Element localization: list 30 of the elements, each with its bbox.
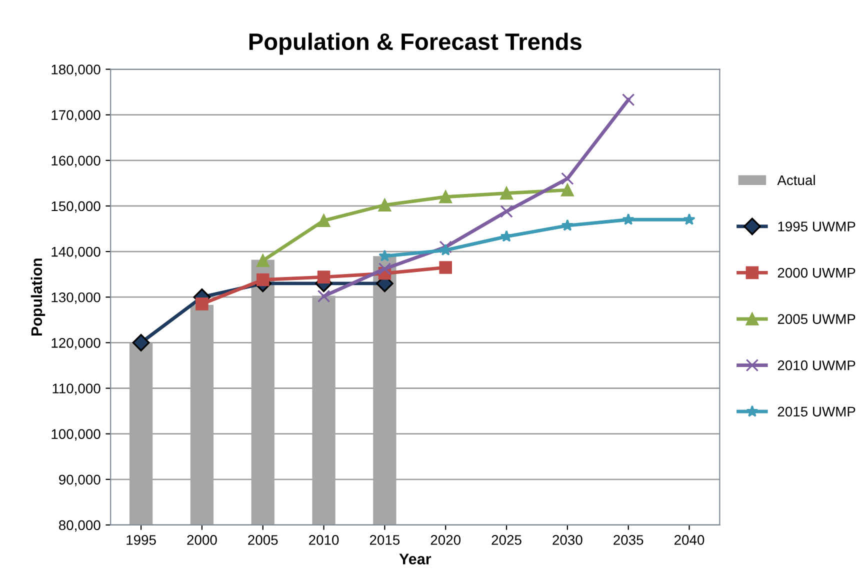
y-tick-label: 160,000 xyxy=(52,156,100,168)
legend-label: 1995 UWMP xyxy=(778,222,856,232)
y-tick-label: 170,000 xyxy=(52,110,100,122)
y-tick-label: 150,000 xyxy=(52,201,100,213)
y-tick-label: 180,000 xyxy=(52,64,100,76)
legend-label: Actual xyxy=(777,174,815,186)
x-tick-label: 1995 xyxy=(126,535,156,545)
y-axis-title: Population xyxy=(30,258,46,336)
y-tick-label: 90,000 xyxy=(59,474,100,486)
legend-label: 2005 UWMP xyxy=(778,314,856,324)
x-tick-label: 2025 xyxy=(492,535,522,545)
x-tick-label: 2005 xyxy=(248,535,278,545)
y-tick-label: 140,000 xyxy=(52,246,100,258)
x-tick-label: 2010 xyxy=(309,535,339,545)
legend-label: 2010 UWMP xyxy=(778,360,856,370)
x-tick-label: 2000 xyxy=(187,535,217,545)
x-tick-label: 2020 xyxy=(430,535,461,545)
x-axis-title: Year xyxy=(399,554,432,564)
y-tick-label: 80,000 xyxy=(58,520,100,532)
y-tick-label: 110,000 xyxy=(52,384,100,396)
legend-label: 2015 UWMP xyxy=(778,406,856,417)
y-tick-label: 100,000 xyxy=(52,429,100,441)
x-tick-label: 2040 xyxy=(674,535,704,545)
chart-title: Population & Forecast Trends xyxy=(249,32,582,55)
x-tick-label: 2015 xyxy=(370,535,400,545)
legend-label: 2000 UWMP xyxy=(778,268,856,278)
y-tick-label: 120,000 xyxy=(52,338,100,350)
y-tick-label: 130,000 xyxy=(52,292,100,304)
x-tick-label: 2030 xyxy=(552,535,582,545)
x-tick-label: 2035 xyxy=(614,535,644,545)
